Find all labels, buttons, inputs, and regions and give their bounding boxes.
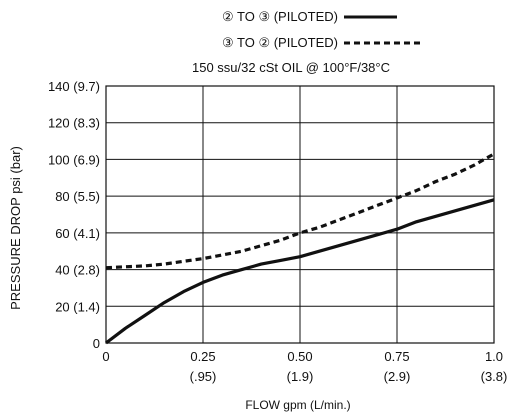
chart-subtitle: 150 ssu/32 cSt OIL @ 100°F/38°C	[192, 60, 390, 75]
x-tick-label: 0.50	[287, 349, 312, 364]
y-tick-label: 140 (9.7)	[48, 79, 100, 94]
legend-label-dashed: ③ TO ② (PILOTED)	[222, 35, 338, 50]
x-tick-sublabel: (2.9)	[384, 369, 411, 384]
y-tick-label: 0	[93, 336, 100, 351]
x-tick-label: 1.0	[485, 349, 503, 364]
y-tick-label: 60 (4.1)	[55, 226, 100, 241]
y-axis-ticks: 0 20 (1.4) 40 (2.8) 60 (4.1) 80 (5.5) 100 (6.…	[48, 79, 100, 351]
x-axis-label: FLOW gpm (L/min.)	[245, 398, 350, 412]
x-tick-sublabel: (3.8)	[481, 369, 508, 384]
x-tick-sublabel: (1.9)	[287, 369, 314, 384]
y-tick-label: 20 (1.4)	[55, 299, 100, 314]
x-tick-label: 0	[102, 349, 109, 364]
y-tick-label: 80 (5.5)	[55, 189, 100, 204]
x-tick-sublabel: (.95)	[190, 369, 217, 384]
x-tick-label: 0.75	[384, 349, 409, 364]
y-tick-label: 100 (6.9)	[48, 152, 100, 167]
y-tick-label: 120 (8.3)	[48, 116, 100, 131]
legend-label-solid: ② TO ③ (PILOTED)	[222, 9, 338, 24]
x-tick-label: 0.25	[190, 349, 215, 364]
x-axis-ticks: 0 0.25 (.95) 0.50 (1.9) 0.75 (2.9) 1.0 (3.8)	[102, 349, 507, 384]
legend: ② TO ③ (PILOTED) ③ TO ② (PILOTED) 150 ss…	[192, 9, 421, 75]
y-axis-label: PRESSURE DROP psi (bar)	[8, 146, 23, 310]
y-tick-label: 40 (2.8)	[55, 263, 100, 278]
